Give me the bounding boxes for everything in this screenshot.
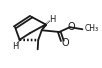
Text: H: H [49, 15, 55, 24]
Text: H: H [12, 42, 19, 51]
Text: O: O [68, 22, 75, 32]
Polygon shape [42, 24, 47, 30]
Text: O: O [62, 38, 69, 48]
Text: CH₃: CH₃ [84, 24, 99, 33]
